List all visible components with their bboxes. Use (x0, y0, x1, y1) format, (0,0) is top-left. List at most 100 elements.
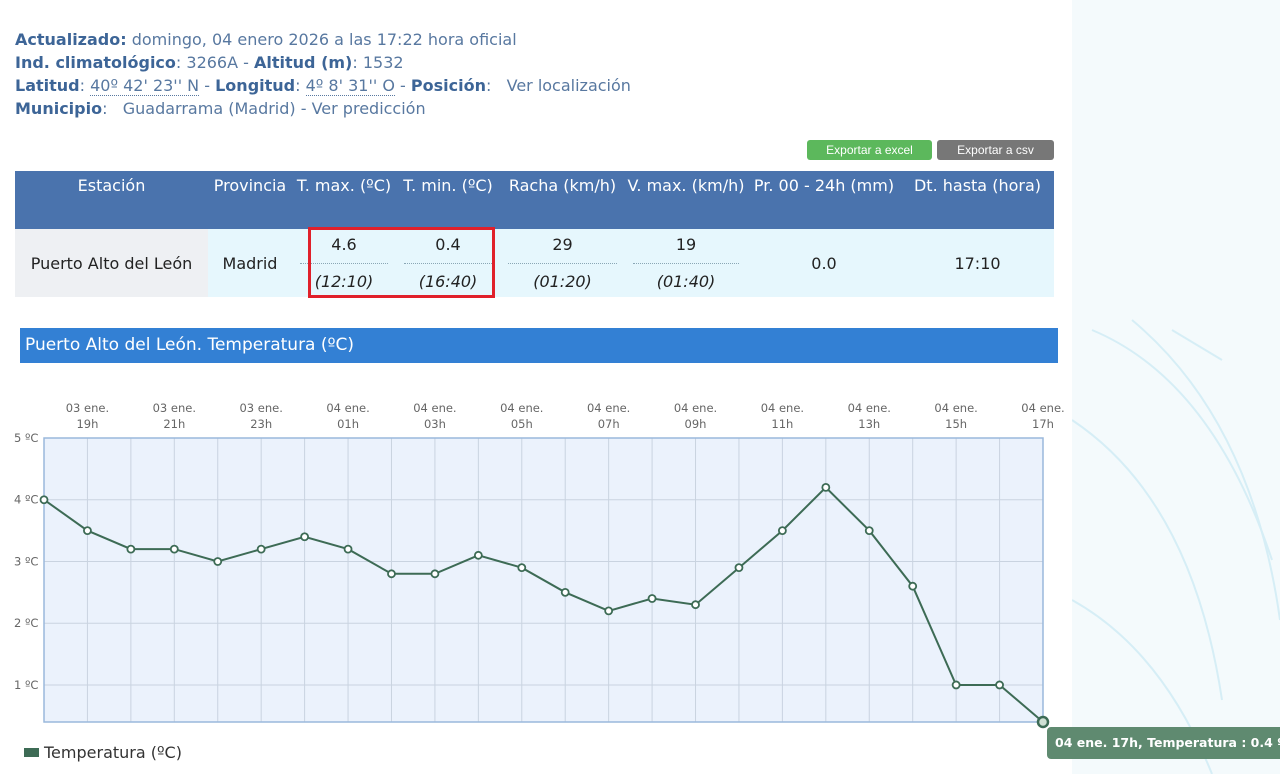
data-point (430, 569, 440, 579)
data-point (560, 587, 570, 597)
header-province[interactable]: Provincia (208, 171, 292, 229)
position-label: Posición (410, 76, 486, 95)
data-point (83, 526, 92, 536)
coordinates-line: Latitud: 40º 42' 23'' N - Longitud: 4º 8… (15, 76, 631, 96)
climate-line: Ind. climatológico: 3266A - Altitud (m):… (15, 51, 631, 74)
chart-legend[interactable]: Temperatura (ºC) (24, 743, 182, 762)
latitude-value: 40º 42' 23'' N (90, 76, 200, 96)
header-precip[interactable]: Pr. 00 - 24h (mm) (747, 171, 901, 229)
x-tick-label: 03 ene. (239, 401, 282, 415)
series-line-temperature (43, 485, 1044, 723)
climate-index-value: : 3266A - (175, 53, 254, 72)
x-tick-label: 04 ene. (674, 401, 717, 415)
altitude-value: : 1532 (352, 53, 404, 72)
table-header-row: Estación Provincia T. max. (ºC) T. min. … (15, 171, 1054, 229)
x-tick-label: 04 ene. (848, 401, 891, 415)
vmax-time: (01:40) (656, 271, 716, 291)
x-tick-label: 03 ene. (66, 401, 109, 415)
x-tick-label: 07h (598, 417, 620, 431)
header-gust[interactable]: Racha (km/h) (500, 171, 625, 229)
header-vmax[interactable]: V. max. (km/h) (625, 171, 747, 229)
x-tick-label: 04 ene. (326, 401, 369, 415)
updated-line: Actualizado: domingo, 04 enero 2026 a la… (15, 28, 631, 51)
header-tmin[interactable]: T. min. (ºC) (396, 171, 500, 229)
data-point (213, 557, 223, 566)
chart-tooltip: 04 ene. 17h, Temperatura : 0.4 ºC (1047, 727, 1280, 759)
longitude-label: Longitud (215, 76, 296, 95)
table-row: Puerto Alto del León Madrid 4.6 (12:10) … (15, 229, 1054, 297)
x-tick-label: 11h (771, 417, 793, 431)
x-tick-label: 04 ene. (934, 401, 977, 415)
header-station[interactable]: Estación (15, 171, 208, 229)
x-tick-label: 03h (424, 417, 446, 431)
data-point (39, 495, 49, 505)
plot-border (43, 437, 1044, 723)
x-tick-label: 09h (685, 417, 707, 431)
data-point (517, 563, 527, 573)
data-point (821, 482, 831, 492)
updated-label: Actualizado: (15, 30, 127, 49)
data-point (691, 600, 700, 610)
y-tick-label: 2 ºC (14, 616, 38, 630)
tmax-time: (12:10) (314, 271, 374, 291)
x-tick-label: 23h (250, 417, 272, 431)
view-location-link[interactable]: Ver localización (506, 76, 631, 95)
data-point (777, 526, 787, 536)
export-csv-button[interactable]: Exportar a csv (937, 140, 1054, 160)
gust-value: 29 (508, 231, 617, 264)
vmax-cell: 19 (01:40) (625, 229, 747, 297)
station-info: Actualizado: domingo, 04 enero 2026 a la… (15, 28, 631, 120)
data-point (473, 550, 483, 560)
tmin-time: (16:40) (418, 271, 478, 291)
longitude-value: 4º 8' 31'' O (305, 76, 395, 96)
precip-cell: 0.0 (747, 229, 901, 297)
x-tick-label: 04 ene. (413, 401, 456, 415)
data-point (300, 532, 310, 542)
header-tmax[interactable]: T. max. (ºC) (292, 171, 396, 229)
temperature-chart[interactable]: 1 ºC 2 ºC 3 ºC 4 ºC 5 ºC 03 ene. 19h 03 ene. 21h… (0, 390, 1072, 735)
data-point (126, 544, 136, 554)
data-point (995, 680, 1004, 690)
x-tick-label: 15h (945, 417, 967, 431)
tmax-cell: 4.6 (12:10) (292, 229, 396, 297)
data-point (387, 569, 396, 579)
vmax-value: 19 (633, 231, 739, 264)
data-point (256, 544, 266, 554)
data-point (864, 526, 874, 536)
municipio-link[interactable]: Guadarrama (Madrid) (122, 99, 296, 118)
data-point (951, 680, 961, 690)
x-tick-label: 17h (1032, 417, 1054, 431)
data-point (908, 581, 918, 591)
tmin-cell: 0.4 (16:40) (396, 229, 500, 297)
municipio-label: Municipio (15, 99, 103, 118)
tmax-value: 4.6 (300, 231, 388, 264)
data-point (343, 544, 353, 554)
x-tick-label: 03 ene. (153, 401, 196, 415)
y-tick-label: 5 ºC (14, 431, 38, 445)
data-point (734, 563, 744, 573)
gust-time: (01:20) (533, 271, 592, 291)
legend-label: Temperatura (ºC) (44, 743, 182, 762)
observation-table: Estación Provincia T. max. (ºC) T. min. … (15, 171, 1054, 297)
x-tick-label: 04 ene. (587, 401, 630, 415)
legend-swatch (24, 748, 39, 757)
y-tick-label: 1 ºC (14, 678, 38, 692)
altitude-label: Altitud (m) (254, 53, 353, 72)
tmin-value: 0.4 (404, 231, 492, 264)
y-tick-label: 3 ºC (14, 554, 38, 568)
x-tick-label: 01h (337, 417, 359, 431)
x-tick-label: 05h (511, 417, 533, 431)
header-until[interactable]: Dt. hasta (hora) (901, 171, 1054, 229)
x-tick-label: 19h (76, 417, 98, 431)
municipio-line: Municipio: Guadarrama (Madrid) - Ver pre… (15, 99, 426, 118)
chart-title: Puerto Alto del León. Temperatura (ºC) (20, 328, 1058, 363)
data-point (1036, 715, 1050, 729)
data-point (169, 544, 179, 554)
export-excel-button[interactable]: Exportar a excel (807, 140, 932, 160)
climate-index-label: Ind. climatológico (15, 53, 176, 72)
view-prediction-link[interactable]: Ver predicción (311, 99, 426, 118)
gust-cell: 29 (01:20) (500, 229, 625, 297)
updated-value: domingo, 04 enero 2026 a las 17:22 hora … (131, 30, 517, 49)
station-cell: Puerto Alto del León (15, 229, 208, 297)
